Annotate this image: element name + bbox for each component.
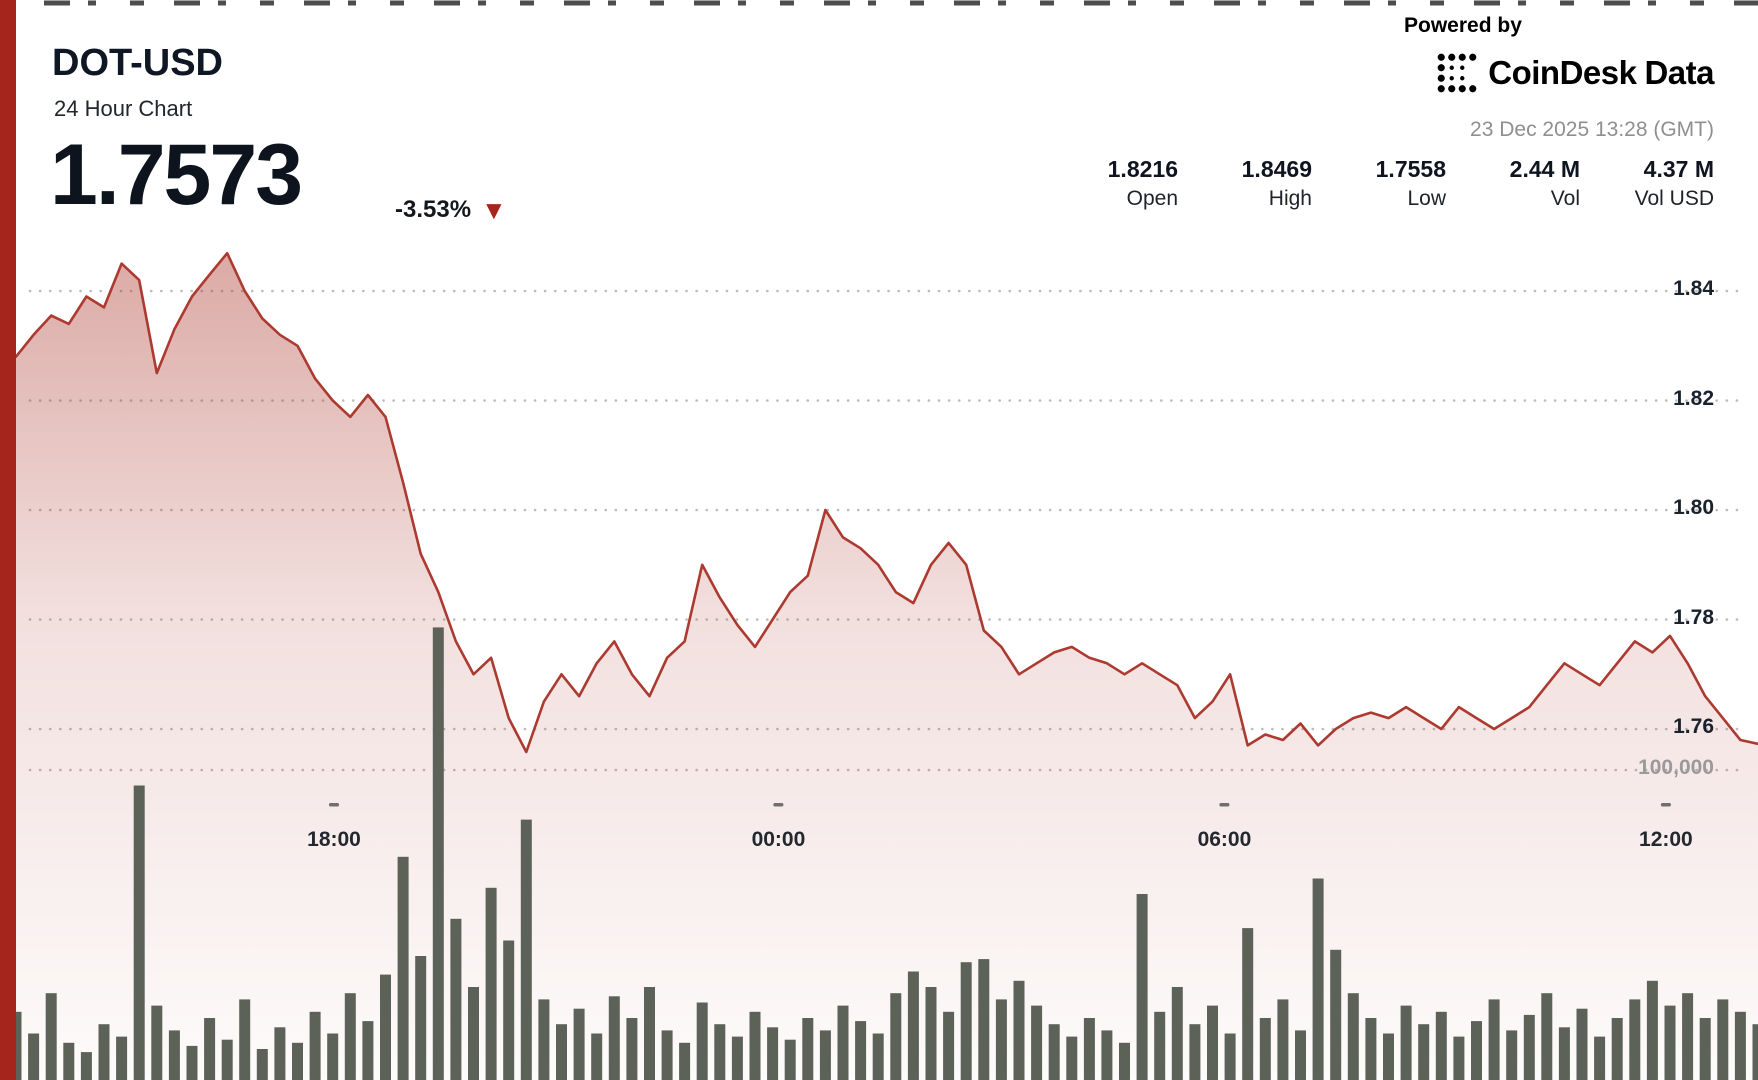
symbol-title: DOT-USD [52,42,223,84]
powered-by-label: Powered by [1404,14,1522,37]
stat-vol-usd-value: 4.37 M [1643,156,1714,182]
stat-vol-value: 2.44 M [1509,156,1580,182]
stat-vol: 2.44 M Vol [1456,156,1580,211]
stat-low-value: 1.7558 [1375,156,1446,182]
coindesk-logo: CoinDesk Data [1436,52,1714,94]
volume-axis-label: 100,000 [1638,756,1714,779]
coindesk-logo-icon [1437,53,1477,93]
logo-word-coindesk: CoinDesk [1488,54,1637,91]
timestamp: 23 Dec 2025 13:28 (GMT) [1470,118,1714,141]
x-axis-label: 18:00 [307,828,361,851]
chart-subtitle: 24 Hour Chart [54,96,193,121]
stat-high-label: High [1268,187,1312,210]
stat-vol-usd-label: Vol USD [1634,187,1714,210]
y-axis-label: 1.84 [1673,277,1714,300]
price-change-percent: -3.53% [395,196,472,223]
stat-high-value: 1.8469 [1241,156,1312,182]
current-price: 1.7573 [50,127,303,223]
left-accent-stripe [0,0,16,1080]
down-arrow-icon: ▼ [481,195,507,225]
stat-open: 1.8216 Open [1054,156,1178,211]
stat-low-label: Low [1407,187,1446,210]
y-axis-label: 1.80 [1673,496,1714,519]
y-axis-label: 1.82 [1673,386,1714,410]
x-axis-label: 06:00 [1197,828,1252,851]
x-axis-label: 12:00 [1639,828,1693,851]
y-axis-label: 1.78 [1673,605,1714,629]
stat-open-value: 1.8216 [1107,156,1178,182]
stat-high: 1.8469 High [1188,156,1312,211]
stat-open-label: Open [1126,187,1178,210]
logo-word-data: Data [1644,54,1714,91]
stat-low: 1.7558 Low [1322,156,1446,211]
stat-vol-usd: 4.37 M Vol USD [1590,156,1714,211]
stats-row: 1.8216 Open 1.8469 High 1.7558 Low 2.44 … [1054,156,1714,211]
stat-vol-label: Vol [1550,187,1580,210]
y-axis-label: 1.76 [1673,715,1714,738]
price-change: -3.53% ▼ [395,196,507,224]
x-axis-label: 00:00 [751,828,806,851]
coindesk-logo-text: CoinDesk Data [1488,54,1714,92]
